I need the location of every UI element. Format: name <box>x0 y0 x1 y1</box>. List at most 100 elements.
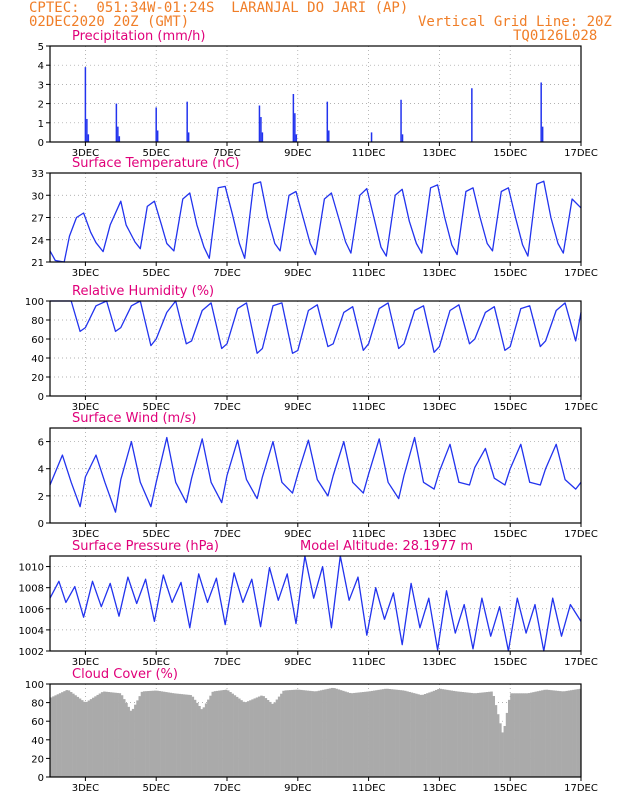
cloud-bar <box>127 706 130 777</box>
cloud-bar <box>266 700 270 777</box>
cloud-bar <box>366 691 369 777</box>
cloud-bar <box>317 690 321 777</box>
cloud-bar <box>399 690 403 777</box>
cloud-bar <box>211 691 215 777</box>
cloud-bar <box>395 689 398 777</box>
cloud-bar <box>182 694 186 777</box>
cloud-bar <box>545 689 549 777</box>
x-tick-label: 7DEC <box>213 657 240 668</box>
x-tick-label: 11DEC <box>352 148 386 159</box>
x-tick-label: 11DEC <box>352 657 386 668</box>
cloud-bar <box>499 723 502 777</box>
x-tick-label: 17DEC <box>564 148 598 159</box>
precip-bar <box>117 126 119 142</box>
series-line <box>49 180 582 263</box>
y-tick-label: 3 <box>38 80 44 91</box>
cloud-bar <box>541 690 544 777</box>
cloud-bar <box>384 688 387 777</box>
cloud-bar <box>229 692 232 777</box>
cloud-bar <box>558 691 562 777</box>
cloud-bar <box>251 699 254 777</box>
x-tick-label: 3DEC <box>72 402 99 413</box>
series-line <box>49 436 582 513</box>
cloud-bar <box>459 691 462 777</box>
cloud-bar <box>572 689 575 777</box>
header-line-2-right: Vertical Grid Line: 20Z <box>418 14 612 30</box>
cloud-bar <box>364 691 367 777</box>
cloud-bar <box>565 690 569 777</box>
cloud-bar <box>501 732 504 777</box>
header-line-1: CPTEC: 051:34W-01:24S LARANJAL DO JARI (… <box>29 0 409 16</box>
y-tick-label: 1002 <box>19 647 44 658</box>
cloud-bar <box>355 692 358 777</box>
cloud-bar <box>441 689 445 777</box>
cloud-bar <box>58 693 62 777</box>
panel-2: Surface Temperature (nC) 21 24 27 30 33 3DEC 5D… <box>31 156 598 279</box>
cloud-bar <box>184 694 188 777</box>
panel-3: Relative Humidity (%) 0 20 40 60 80 100 3DEC 5DE… <box>25 284 598 413</box>
x-tick-label: 13DEC <box>423 529 457 540</box>
cloud-bar <box>563 691 566 777</box>
plot-frame <box>49 300 582 397</box>
y-tick-label: 24 <box>31 236 44 247</box>
cloud-bar <box>404 690 407 777</box>
cloud-bar <box>481 692 484 777</box>
cloud-bar <box>423 693 427 777</box>
precip-bar <box>260 117 262 142</box>
cloud-bar <box>514 693 518 777</box>
cloud-bar <box>222 690 226 777</box>
cloud-bar <box>554 690 557 777</box>
cloud-bar <box>269 701 272 777</box>
x-tick-label: 17DEC <box>564 783 598 794</box>
y-tick-label: 1010 <box>19 563 44 574</box>
cloud-bar <box>277 696 281 777</box>
y-tick-label: 0 <box>38 519 44 530</box>
cloud-bar <box>342 690 345 777</box>
cloud-bar <box>302 690 305 777</box>
cloud-bar <box>348 692 352 777</box>
cloud-bar <box>472 693 476 777</box>
chart-header: CPTEC: 051:34W-01:24S LARANJAL DO JARI (… <box>0 0 618 44</box>
cloud-bar <box>457 691 460 777</box>
cloud-bar <box>218 690 221 777</box>
x-tick-label: 3DEC <box>72 783 99 794</box>
cloud-bar <box>129 710 133 777</box>
cloud-bar <box>74 695 77 777</box>
cloud-bar <box>196 702 199 777</box>
cloud-bar <box>253 698 257 777</box>
cloud-bar <box>280 693 283 777</box>
cloud-bar <box>244 702 248 777</box>
x-tick-label: 11DEC <box>352 402 386 413</box>
cloud-bar <box>160 691 164 777</box>
x-tick-label: 7DEC <box>213 529 240 540</box>
cloud-bar <box>111 692 115 777</box>
cloud-bar <box>120 695 124 777</box>
precip-bar <box>258 105 261 142</box>
cloud-bar <box>291 689 294 777</box>
x-tick-label: 5DEC <box>143 529 170 540</box>
x-tick-label: 3DEC <box>72 148 99 159</box>
cloud-bar <box>145 691 148 777</box>
x-tick-label: 9DEC <box>284 268 311 279</box>
y-tick-label: 4 <box>38 465 44 476</box>
cloud-bar <box>67 690 71 777</box>
cloud-bar <box>454 691 458 777</box>
cloud-bar <box>412 693 416 777</box>
x-tick-label: 15DEC <box>493 783 527 794</box>
cloud-bar <box>304 690 307 777</box>
y-tick-label: 21 <box>31 258 44 269</box>
series-line <box>50 300 582 354</box>
precip-bar <box>294 113 296 142</box>
cloud-bar <box>165 692 168 777</box>
cloud-bar <box>242 701 245 777</box>
y-tick-label: 20 <box>31 754 44 765</box>
x-tick-label: 17DEC <box>564 657 598 668</box>
precip-bar <box>292 94 295 142</box>
y-tick-label: 33 <box>31 169 44 180</box>
y-tick-label: 20 <box>31 373 44 384</box>
cloud-bar <box>138 696 142 777</box>
cloud-bar <box>189 695 192 777</box>
cloud-bar <box>284 690 288 777</box>
cloud-bar <box>50 697 53 777</box>
